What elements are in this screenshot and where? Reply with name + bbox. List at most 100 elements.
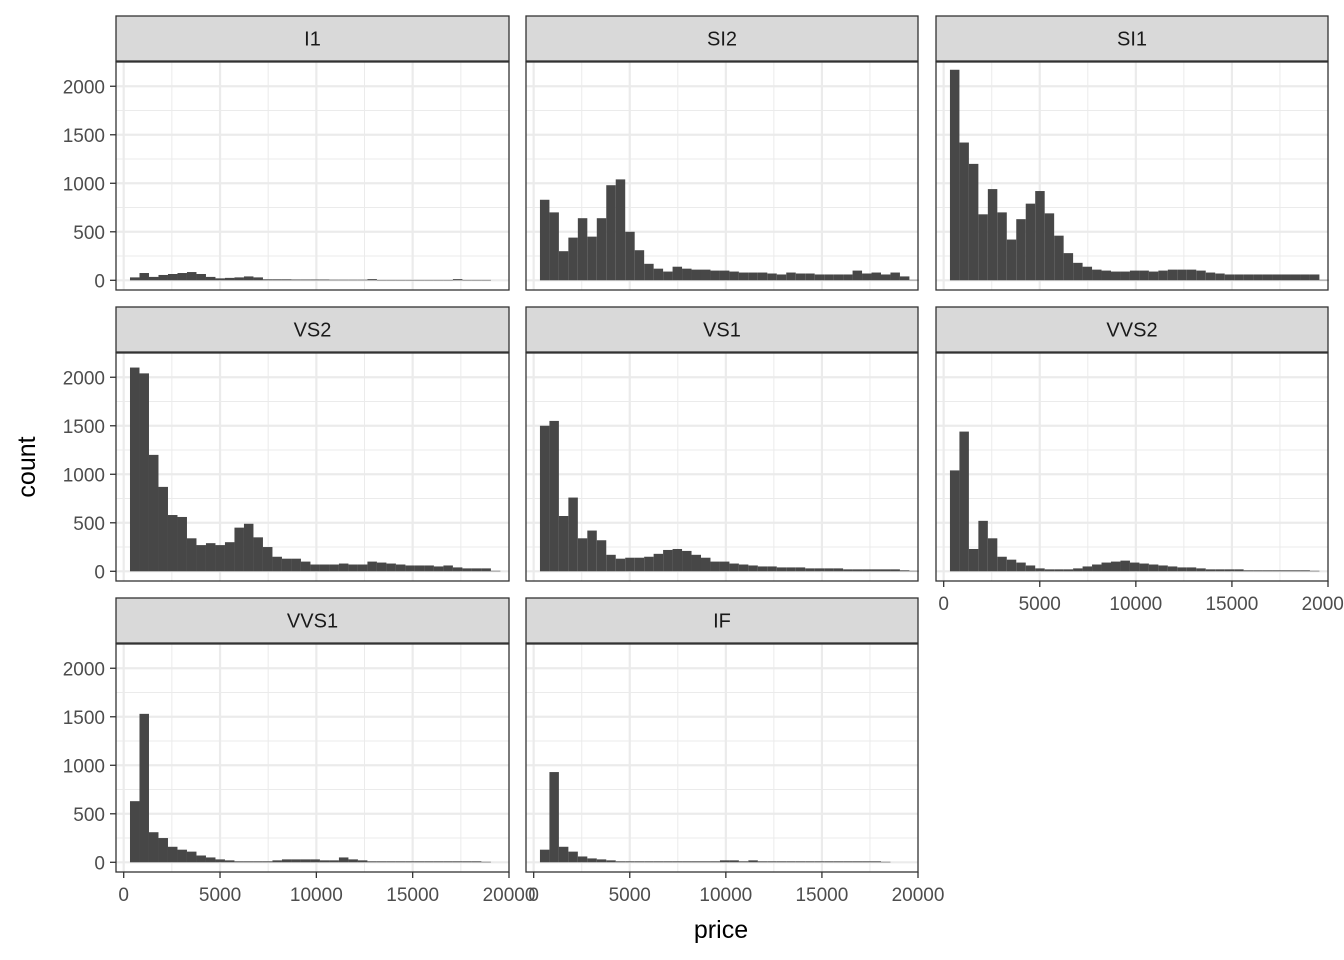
bar <box>1035 191 1045 281</box>
bar <box>443 565 453 572</box>
bar <box>1186 269 1197 281</box>
bar <box>490 570 501 572</box>
bar <box>539 425 550 572</box>
bar <box>824 861 834 863</box>
bar <box>253 537 263 572</box>
bar <box>949 470 960 572</box>
bar <box>177 516 187 572</box>
bar <box>395 861 406 863</box>
bar <box>1063 253 1074 281</box>
x-tick-label: 0 <box>528 885 539 906</box>
bar <box>682 861 692 863</box>
bar <box>386 861 396 863</box>
bar <box>862 273 872 281</box>
bar <box>653 861 664 863</box>
panel-bg-i1 <box>116 62 509 290</box>
bar <box>1205 569 1216 572</box>
bar <box>1290 274 1301 281</box>
bar <box>471 861 482 863</box>
bar <box>899 276 910 281</box>
bar <box>357 564 368 572</box>
bar <box>596 218 607 281</box>
bar <box>568 237 578 281</box>
bar <box>663 861 673 863</box>
x-tick-label: 10000 <box>290 885 343 906</box>
bar <box>281 558 292 572</box>
bar <box>862 569 872 572</box>
bar <box>1035 568 1045 572</box>
strip-vs2 <box>115 306 510 353</box>
bar <box>1120 271 1130 281</box>
y-tick-label: 500 <box>73 805 105 826</box>
y-tick-label: 0 <box>94 271 105 292</box>
bar <box>481 279 491 281</box>
bar <box>539 849 550 863</box>
bar <box>186 538 197 572</box>
bar <box>300 279 311 281</box>
bars-vs2 <box>129 367 501 572</box>
bar <box>319 860 330 863</box>
bar <box>129 801 140 863</box>
panel-bg-if <box>526 644 918 872</box>
bar <box>481 861 491 863</box>
bar <box>310 279 320 281</box>
bar <box>558 251 569 281</box>
bar <box>843 274 853 281</box>
bar <box>909 279 919 281</box>
bar <box>748 565 758 572</box>
bar <box>243 861 254 863</box>
bar <box>395 564 406 572</box>
bar <box>700 557 711 572</box>
bar <box>1196 568 1206 572</box>
bar <box>558 515 569 572</box>
facet-vvs1: VVS1 <box>115 597 510 873</box>
strip-label-vvs2: VVS2 <box>1106 320 1157 342</box>
bar <box>615 558 626 572</box>
bar <box>158 838 168 863</box>
bar <box>148 832 159 863</box>
bar <box>310 564 320 572</box>
bar <box>644 556 654 572</box>
bar <box>738 272 749 281</box>
bar <box>871 569 881 572</box>
bar <box>1224 274 1235 281</box>
bar <box>691 554 701 572</box>
bar <box>615 179 626 281</box>
bar <box>348 564 358 572</box>
bar <box>577 856 588 863</box>
bar <box>481 568 491 572</box>
strip-label-si1: SI1 <box>1117 29 1147 51</box>
bar <box>644 263 654 281</box>
bar <box>1129 270 1140 281</box>
bar <box>729 563 739 572</box>
bar <box>205 543 216 572</box>
bar <box>606 185 616 281</box>
bar <box>549 212 559 281</box>
bar <box>776 861 787 863</box>
bar <box>824 568 834 572</box>
bar <box>291 279 301 281</box>
bar <box>414 565 425 572</box>
bar <box>1205 272 1216 281</box>
bar <box>243 276 254 281</box>
bar <box>158 486 168 572</box>
x-tick-label: 0 <box>938 594 949 615</box>
bar <box>443 279 453 281</box>
x-tick-label: 0 <box>118 885 129 906</box>
bar <box>1006 559 1017 572</box>
bar <box>348 859 358 863</box>
bar <box>386 279 396 281</box>
bar <box>243 523 254 572</box>
facet-vs2: VS2 <box>115 306 510 582</box>
bar <box>852 569 863 572</box>
bar <box>596 859 607 863</box>
bar <box>1016 219 1026 281</box>
bar <box>1110 271 1121 281</box>
bar <box>205 857 216 863</box>
bar <box>997 212 1007 281</box>
bar <box>1110 561 1121 572</box>
bar <box>139 273 149 281</box>
bar <box>205 276 216 281</box>
bar <box>625 557 635 572</box>
bar <box>1281 274 1291 281</box>
